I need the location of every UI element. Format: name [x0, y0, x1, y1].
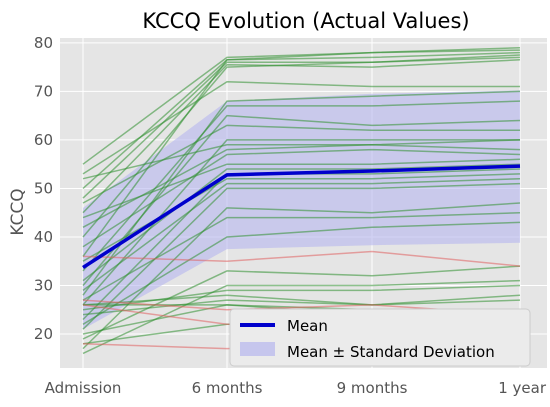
- patient-line-improved: [82, 51, 521, 189]
- patient-line-improved: [82, 49, 521, 165]
- x-tick-label: 9 months: [337, 379, 408, 397]
- x-tick-label: Admission: [45, 379, 122, 397]
- patient-line-improved: [82, 294, 521, 306]
- legend: Mean Mean ± Standard Deviation: [229, 308, 531, 367]
- y-axis-label: KCCQ: [8, 188, 28, 235]
- y-tick-label: 50: [34, 179, 53, 197]
- patient-line-improved: [82, 221, 521, 325]
- y-tick-label: 80: [34, 34, 53, 52]
- y-tick-label: 40: [34, 228, 53, 246]
- chart-title: KCCQ Evolution (Actual Values): [142, 9, 469, 33]
- y-tick-label: 30: [34, 277, 53, 295]
- patient-line-improved: [82, 56, 521, 199]
- patient-line-improved: [82, 177, 521, 292]
- y-tick-label: 20: [34, 325, 53, 343]
- patient-line-improved: [82, 144, 521, 228]
- patient-line-improved: [82, 139, 521, 180]
- legend-box: [229, 308, 531, 367]
- patient-line-improved: [82, 59, 521, 214]
- patient-line-improved: [82, 54, 521, 238]
- axis-ticks: 20 30 40 50 60 70 80 Admission 6 months 9 months 1…: [34, 34, 547, 397]
- patient-line-improved: [82, 148, 521, 248]
- patient-line-improved: [82, 46, 521, 257]
- legend-band-label: Mean ± Standard Deviation: [287, 343, 495, 361]
- patient-line-improved: [82, 294, 521, 316]
- legend-band-swatch: [240, 342, 275, 356]
- mean-line: [82, 164, 521, 269]
- patient-line-improved: [82, 124, 520, 204]
- patient-line-improved: [82, 80, 520, 175]
- y-tick-label: 60: [34, 131, 53, 149]
- patient-line-improved: [82, 90, 521, 296]
- legend-mean-label: Mean: [287, 317, 328, 335]
- patient-line-improved: [82, 202, 521, 350]
- x-tick-label: 1 year: [498, 379, 547, 397]
- patient-line-improved: [82, 163, 521, 282]
- patient-line-declined: [82, 250, 521, 267]
- y-tick-label: 70: [34, 82, 53, 100]
- x-tick-label: 6 months: [192, 379, 263, 397]
- patient-line-improved: [82, 158, 521, 219]
- mean-line-group: [82, 164, 521, 269]
